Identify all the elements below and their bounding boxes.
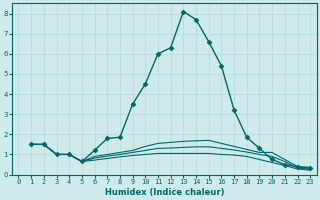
X-axis label: Humidex (Indice chaleur): Humidex (Indice chaleur)	[105, 188, 224, 197]
